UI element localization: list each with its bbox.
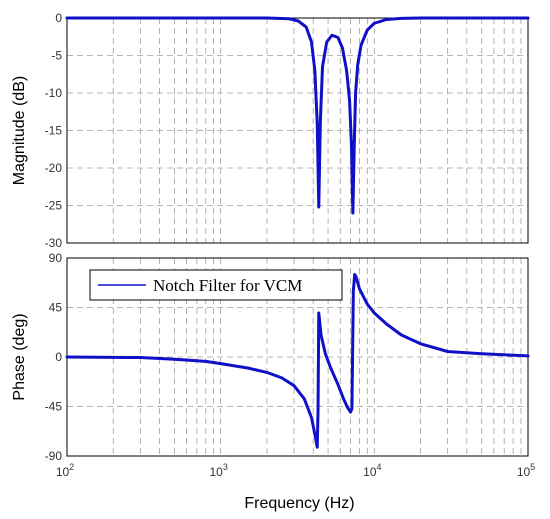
y-tick-label: -30 [45,236,63,250]
x-tick-label: 105 [517,462,535,479]
y-tick-label: -15 [45,124,63,138]
phase-plot: -90 -45 0 45 90 102 103 104 105 Notch Filter fo… [11,251,535,512]
legend-label: Notch Filter for VCM [153,276,302,295]
magnitude-y-ticks: -30 -25 -20 -15 -10 -5 0 [45,11,63,250]
y-tick-label: -20 [45,161,63,175]
magnitude-grid [67,18,528,243]
phase-x-ticks: 102 103 104 105 [56,462,535,479]
y-tick-label: 0 [55,350,62,364]
y-tick-label: 90 [49,251,63,265]
y-tick-label: -5 [51,49,62,63]
phase-line [65,273,530,449]
magnitude-y-label: Magnitude (dB) [11,76,28,185]
y-tick-label: 0 [55,11,62,25]
x-tick-label: 104 [363,462,381,479]
y-tick-label: 45 [49,301,63,315]
y-tick-label: -10 [45,86,63,100]
magnitude-line [65,16,530,215]
phase-y-label: Phase (deg) [11,313,28,400]
phase-y-ticks: -90 -45 0 45 90 [45,251,63,463]
x-tick-label: 102 [56,462,74,479]
magnitude-plot: -30 -25 -20 -15 -10 -5 0 Magnitude (dB) [11,11,530,250]
y-tick-label: -25 [45,199,63,213]
x-axis-label: Frequency (Hz) [244,495,354,512]
magnitude-axes-box [66,17,529,244]
legend: Notch Filter for VCM [89,269,343,301]
y-tick-label: -45 [45,400,63,414]
x-tick-label: 103 [209,462,227,479]
y-tick-label: -90 [45,449,63,463]
